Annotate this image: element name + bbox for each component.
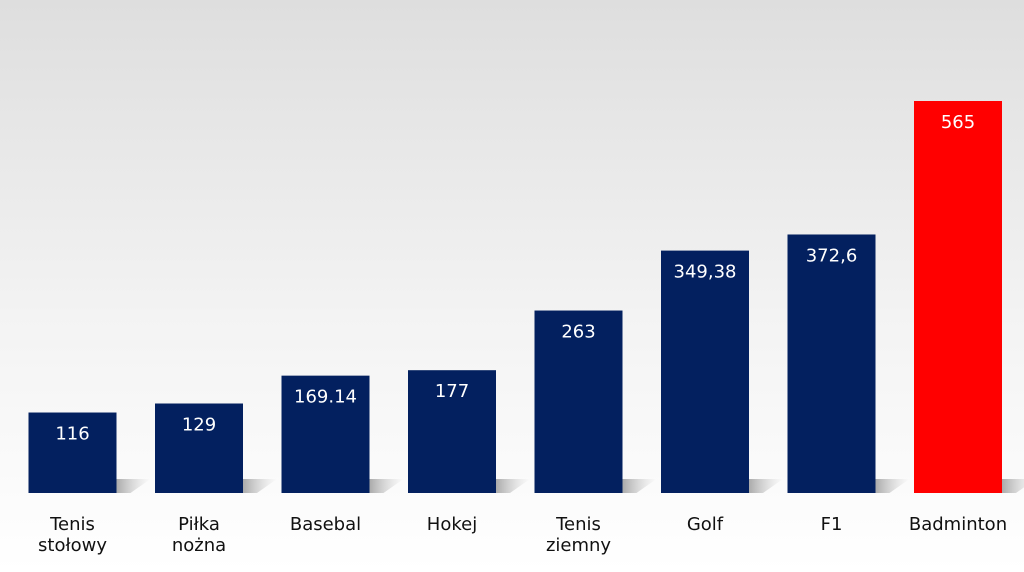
bar xyxy=(155,403,243,493)
bar xyxy=(914,101,1002,493)
bar-value-label: 372,6 xyxy=(806,245,858,266)
bar xyxy=(787,234,876,493)
bar-shadow xyxy=(749,479,783,493)
category-label: Tenis xyxy=(555,514,601,535)
category-label: nożna xyxy=(172,535,226,556)
value-labels: 116 129 169.14 177 263 349,38 372,6 565 xyxy=(55,112,975,445)
bar-shadows xyxy=(116,479,1024,493)
bar-shadow xyxy=(496,479,530,493)
category-label: Basebal xyxy=(290,514,361,535)
category-label: Golf xyxy=(687,514,724,535)
category-label: Badminton xyxy=(909,514,1007,535)
bar xyxy=(534,310,623,493)
bar-value-label: 129 xyxy=(182,414,216,435)
bar xyxy=(408,370,496,493)
bar xyxy=(28,412,117,493)
bar-shadow xyxy=(875,479,910,493)
bar-value-label: 169.14 xyxy=(294,387,357,408)
bar-shadow xyxy=(369,479,404,493)
category-label: Piłka xyxy=(178,514,220,535)
bar-shadow xyxy=(1002,479,1024,493)
category-label: stołowy xyxy=(38,535,107,556)
bar-value-label: 349,38 xyxy=(674,262,737,283)
bar xyxy=(661,250,749,493)
category-label: ziemny xyxy=(546,535,611,556)
category-label: Tenis xyxy=(49,514,95,535)
bar-value-label: 177 xyxy=(435,381,469,402)
bars xyxy=(28,101,1002,493)
bar-shadow xyxy=(622,479,657,493)
category-label: Hokej xyxy=(427,514,477,535)
bar-value-label: 565 xyxy=(941,112,975,133)
bar xyxy=(281,375,370,493)
category-label: F1 xyxy=(821,514,843,535)
bar-value-label: 263 xyxy=(561,322,595,343)
bar-shadow xyxy=(116,479,151,493)
bar-value-label: 116 xyxy=(55,424,89,445)
bar-shadow xyxy=(243,479,277,493)
